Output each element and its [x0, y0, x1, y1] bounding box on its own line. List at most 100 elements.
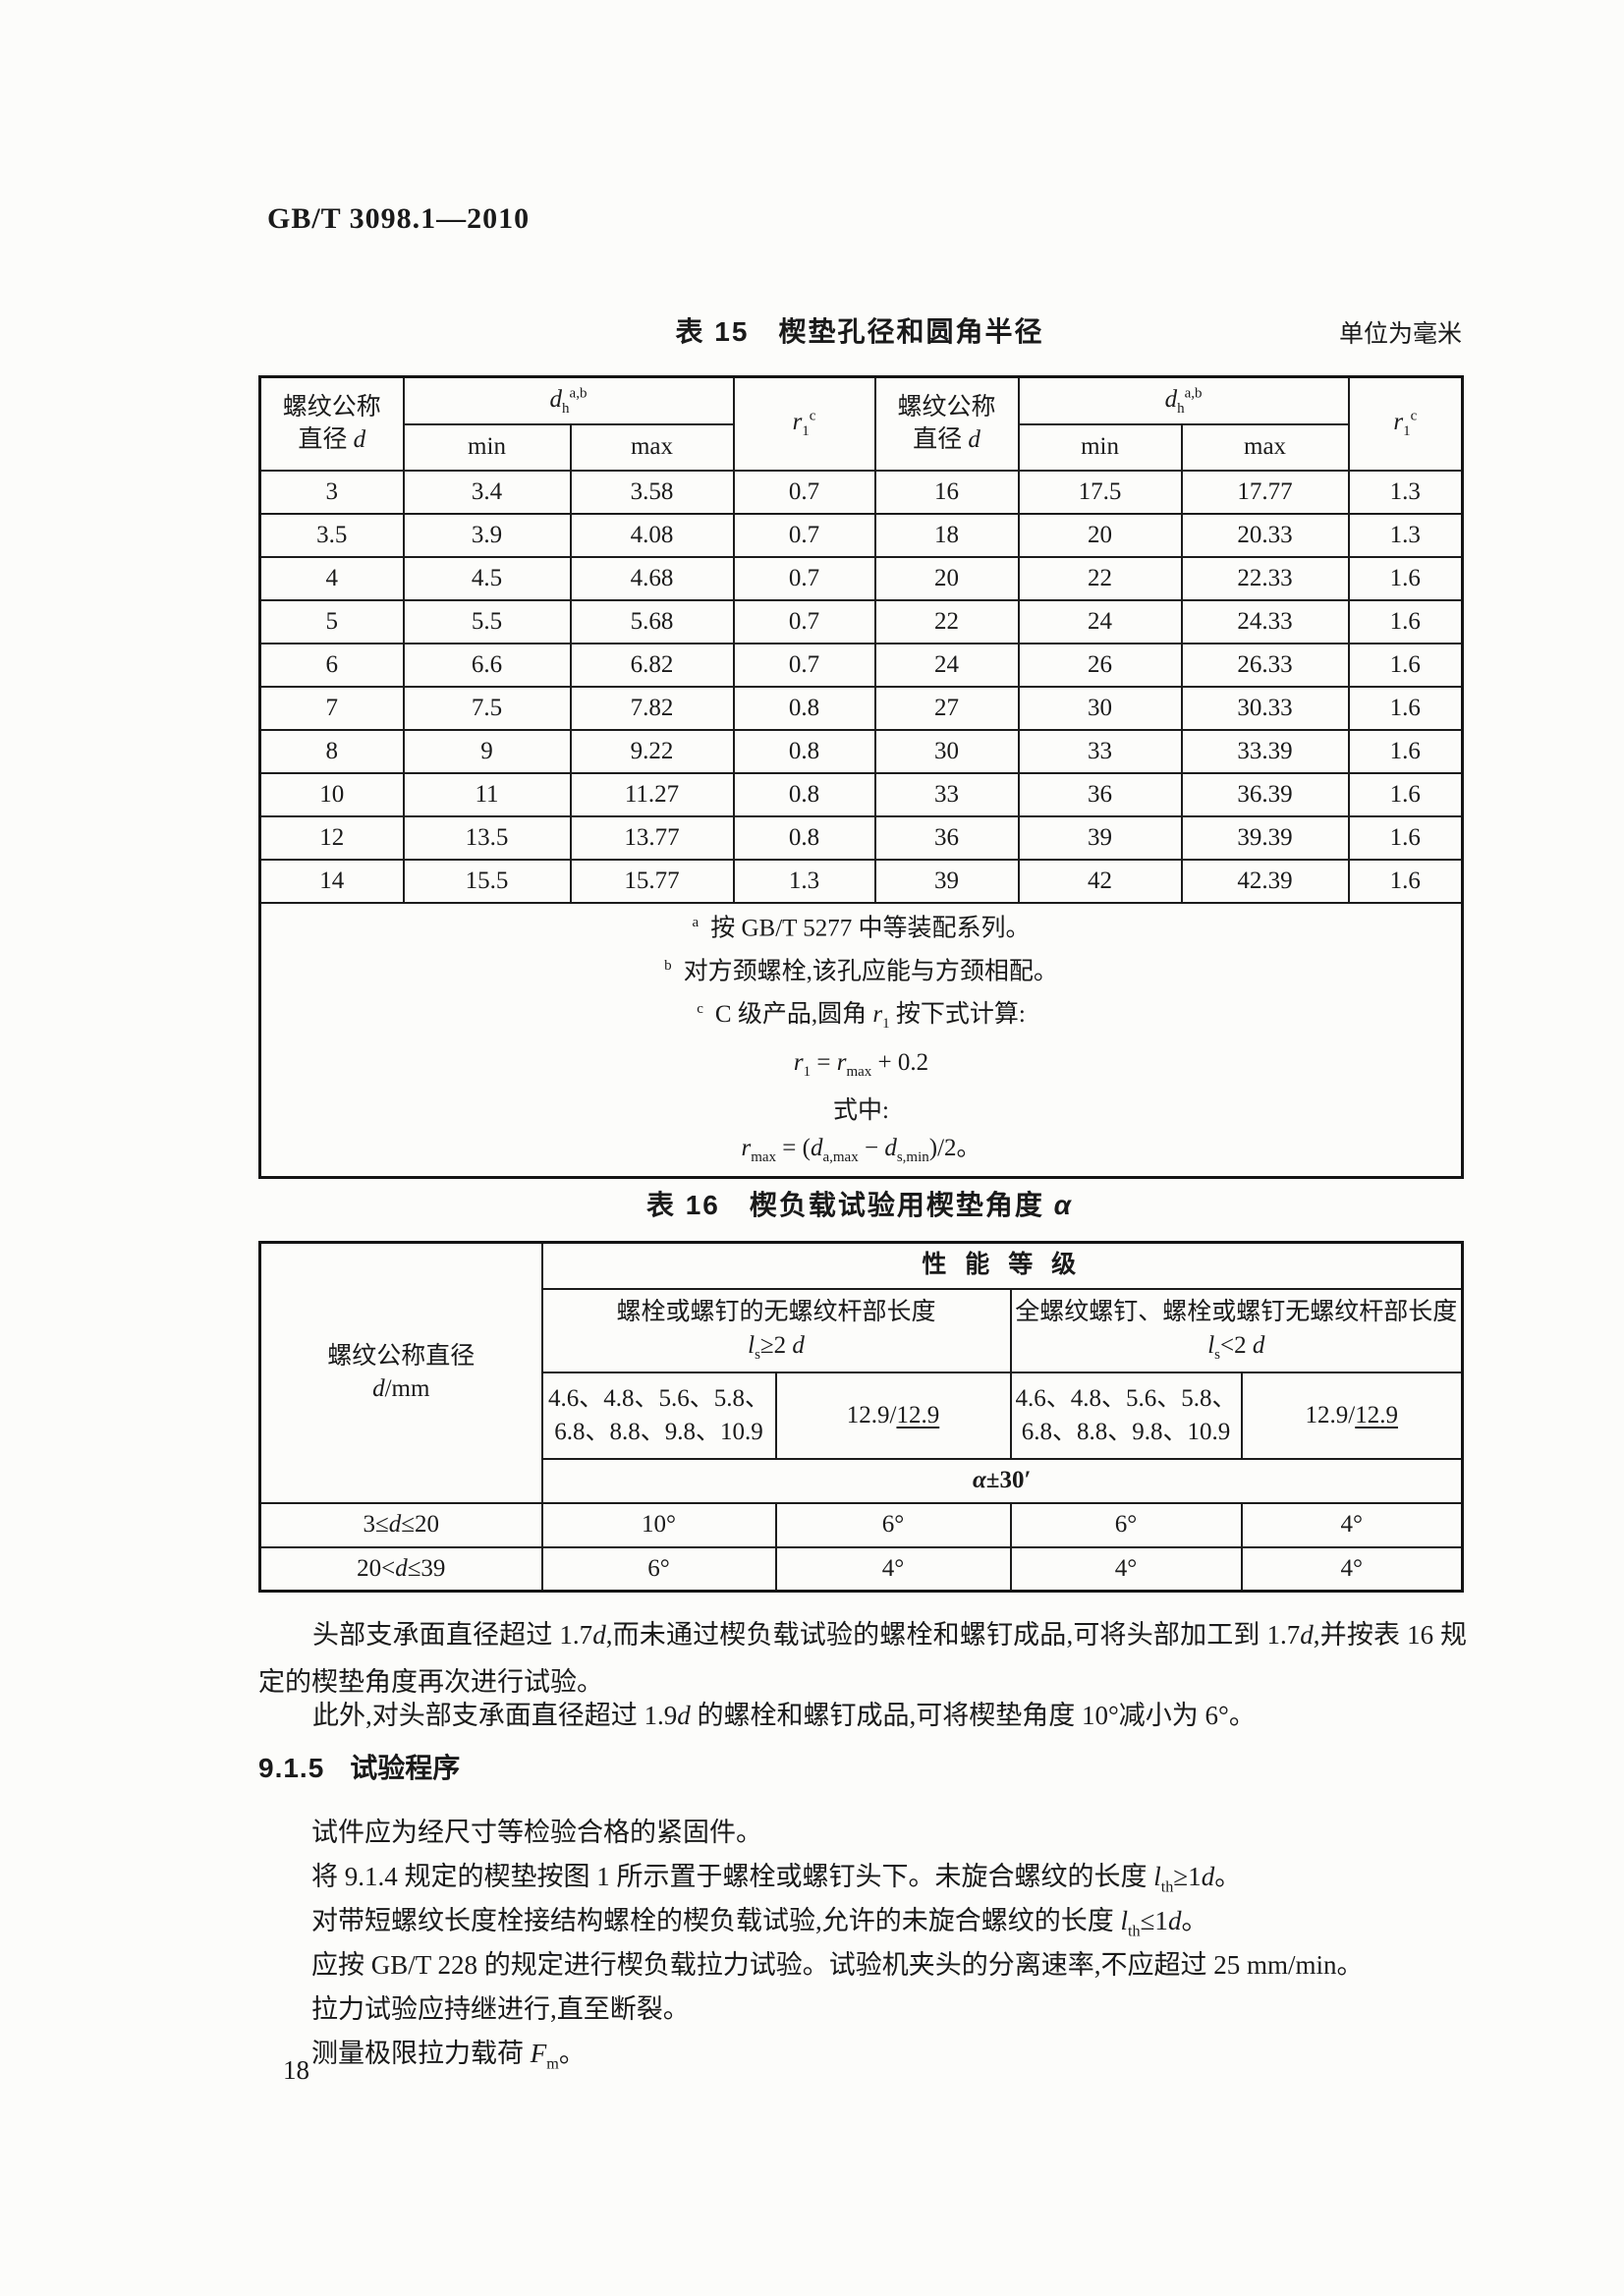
table-cell: 3 [258, 469, 405, 515]
table-row: 12 13.5 13.77 0.8 36 39 39.39 1.6 [258, 814, 1464, 861]
table-cell: 20 [873, 555, 1020, 601]
table-cell: 1.3 [1347, 469, 1464, 515]
table-cell: 9 [402, 728, 572, 774]
footnote-marker: c [697, 1001, 703, 1018]
class-list-line: 6.8、8.8、9.8、10.9 [554, 1418, 763, 1445]
table-cell: 4° [1240, 1501, 1464, 1548]
class-high-cell: 12.9/12.9 [1240, 1371, 1464, 1460]
table-cell: 5.5 [402, 598, 572, 644]
table-cell: 30 [873, 728, 1020, 774]
table-cell: 3.58 [569, 469, 735, 515]
column-header-dh: dha,b [1017, 375, 1350, 425]
footnote-text: C 级产品,圆角 r1 按下式计算: [714, 1001, 1026, 1033]
table-cell: 3.5 [258, 512, 405, 558]
table-cell: 1.6 [1347, 728, 1464, 774]
table-cell: 0.7 [732, 512, 876, 558]
table-cell: 42 [1017, 858, 1183, 904]
class-list-line: 4.6、4.8、5.6、5.8、 [1015, 1384, 1237, 1412]
table-cell: 16 [873, 469, 1020, 515]
table-cell: 36 [1017, 771, 1183, 817]
table-cell: 13.5 [402, 814, 572, 861]
column-group-line: ls≥2 d [748, 1331, 805, 1363]
table-cell: 33.39 [1180, 728, 1350, 774]
footnote-marker: a [692, 914, 700, 930]
table-cell: 24 [1017, 598, 1183, 644]
table-cell: 20.33 [1180, 512, 1350, 558]
body-paragraph: 头部支承面直径超过 1.7d,而未通过楔负载试验的螺栓和螺钉成品,可将头部加工到… [258, 1620, 1468, 1697]
table-row: 7 7.5 7.82 0.8 27 30 30.33 1.6 [258, 685, 1464, 731]
table15-title: 表 15 楔垫孔径和圆角半径 [675, 316, 1044, 347]
table-cell: 1.6 [1347, 771, 1464, 817]
table-cell: 10 [258, 771, 405, 817]
table-cell: 27 [873, 685, 1020, 731]
table-row: 3.5 3.9 4.08 0.7 18 20 20.33 1.3 [258, 512, 1464, 558]
column-header-r1: r1c [732, 375, 876, 472]
column-group-line: 全螺纹螺钉、螺栓或螺钉无螺纹杆部长度 [1015, 1299, 1458, 1325]
table-cell: 0.7 [732, 469, 876, 515]
table-cell: 0.7 [732, 642, 876, 688]
table-cell: 6.6 [402, 642, 572, 688]
footnote-c: c C 级产品,圆角 r1 按下式计算: [261, 990, 1461, 1042]
table-cell: 5 [258, 598, 405, 644]
table-cell: 4° [774, 1545, 1012, 1593]
table-cell: 17.77 [1180, 469, 1350, 515]
unit-note: 单位为毫米 [1339, 321, 1463, 348]
column-header-max: max [569, 422, 735, 472]
procedure-line: 测量极限拉力载荷 Fm。 [311, 2039, 586, 2073]
alpha-tolerance-row: α±30′ [540, 1457, 1464, 1504]
class-list-cell: 4.6、4.8、5.6、5.8、 6.8、8.8、9.8、10.9 [540, 1371, 777, 1460]
table-cell: 1.6 [1347, 642, 1464, 688]
class-list-cell: 4.6、4.8、5.6、5.8、 6.8、8.8、9.8、10.9 [1009, 1371, 1243, 1460]
table-cell: 39 [873, 858, 1020, 904]
table-cell: 11.27 [569, 771, 735, 817]
table-cell: 22 [873, 598, 1020, 644]
table-cell: 1.3 [1347, 512, 1464, 558]
table-cell: 30 [1017, 685, 1183, 731]
column-header-min: min [1017, 422, 1183, 472]
footnote-a: a 按 GB/T 5277 中等装配系列。 [261, 904, 1461, 947]
column-header-diameter: 螺纹公称 直径 d [873, 375, 1020, 472]
table-cell: 1.3 [732, 858, 876, 904]
formula-r1: r1 = rmax + 0.2 [793, 1049, 929, 1081]
column-header-diameter: 螺纹公称 直径 d [258, 375, 405, 472]
table-cell: 5.68 [569, 598, 735, 644]
table-cell: 3.9 [402, 512, 572, 558]
table-cell: 0.8 [732, 771, 876, 817]
footnote-b: b 对方颈螺栓,该孔应能与方颈相配。 [261, 947, 1461, 990]
table-cell: 7 [258, 685, 405, 731]
table-cell: 33 [873, 771, 1020, 817]
table-cell: 6° [774, 1501, 1012, 1548]
table-cell: 7.5 [402, 685, 572, 731]
table-cell: 36 [873, 814, 1020, 861]
table-cell: 20 [1017, 512, 1183, 558]
table-cell: 6° [1009, 1501, 1243, 1548]
table-cell: 4.08 [569, 512, 735, 558]
table-cell: 0.7 [732, 555, 876, 601]
table-cell: 22.33 [1180, 555, 1350, 601]
table-row: 5 5.5 5.68 0.7 22 24 24.33 1.6 [258, 598, 1464, 644]
table-cell: 30.33 [1180, 685, 1350, 731]
table-15: 螺纹公称 直径 d dha,b r1c 螺纹公称 直径 d dha,b r1c … [258, 375, 1465, 1180]
table-cell: 26 [1017, 642, 1183, 688]
column-header-diameter: 螺纹公称直径 d/mm [258, 1241, 543, 1504]
column-header-max: max [1180, 422, 1350, 472]
procedure-line: 应按 GB/T 228 的规定进行楔负载拉力试验。试验机夹头的分离速率,不应超过… [311, 1950, 1364, 1980]
table-cell: 1.6 [1347, 814, 1464, 861]
formula-rmax: rmax = (da,max − ds,min)/2。 [741, 1135, 981, 1166]
table-row: 10 11 11.27 0.8 33 36 36.39 1.6 [258, 771, 1464, 817]
table-cell: 4.5 [402, 555, 572, 601]
table-cell: 18 [873, 512, 1020, 558]
table-cell: 1.6 [1347, 858, 1464, 904]
footnote-text: 按 GB/T 5277 中等装配系列。 [710, 914, 1031, 941]
table-cell: 1.6 [1347, 555, 1464, 601]
table-cell: 4° [1009, 1545, 1243, 1593]
column-header-line: d/mm [372, 1375, 430, 1403]
row-label: 20<d≤39 [258, 1545, 543, 1593]
row-label: 3≤d≤20 [258, 1501, 543, 1548]
table-cell: 17.5 [1017, 469, 1183, 515]
table-row: 20<d≤39 6° 4° 4° 4° [258, 1545, 1464, 1593]
table-cell: 4 [258, 555, 405, 601]
table-cell: 6° [540, 1545, 777, 1593]
table-cell: 26.33 [1180, 642, 1350, 688]
